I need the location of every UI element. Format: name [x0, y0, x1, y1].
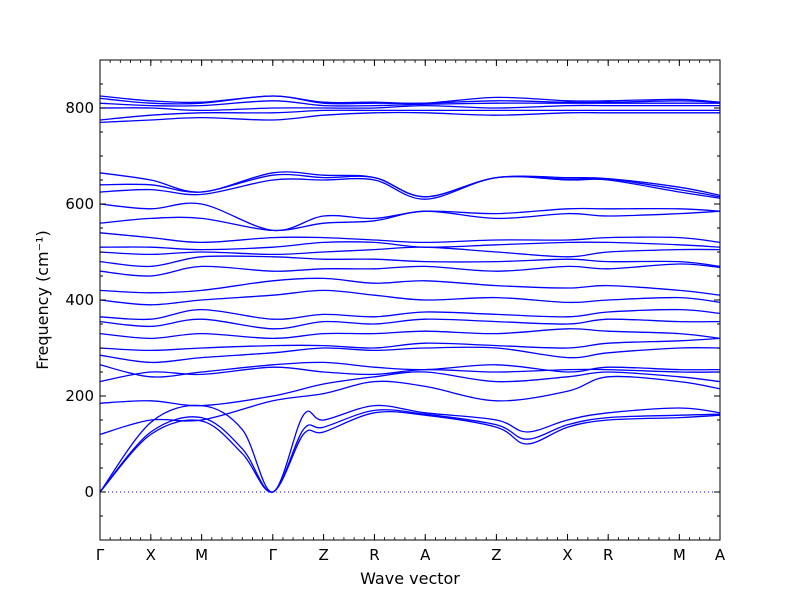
- band-line-24: [99, 171, 721, 198]
- x-tick-label-3: Γ: [269, 546, 278, 564]
- band-line-30: [99, 95, 721, 105]
- band-line-12: [99, 308, 721, 321]
- y-tick-label-200: 200: [65, 387, 94, 405]
- band-line-7: [99, 361, 721, 378]
- x-tick-label-1: X: [146, 546, 156, 564]
- band-line-28: [99, 100, 720, 107]
- band-line-6: [99, 366, 721, 383]
- y-axis-label: Frequency (cm⁻¹): [33, 230, 52, 369]
- y-tick-label-600: 600: [65, 195, 94, 213]
- band-line-3: [99, 404, 721, 493]
- x-tick-label-4: Z: [318, 546, 328, 564]
- band-line-11: [99, 318, 721, 330]
- x-tick-label-5: R: [369, 546, 379, 564]
- band-line-1: [99, 411, 721, 493]
- x-tick-label-8: X: [562, 546, 572, 564]
- band-line-16: [99, 255, 721, 268]
- band-line-2: [99, 409, 721, 493]
- x-tick-label-7: Z: [491, 546, 501, 564]
- x-tick-label-10: M: [673, 546, 686, 564]
- x-tick-label-0: Γ: [96, 546, 105, 564]
- x-tick-label-6: A: [420, 546, 431, 564]
- band-line-15: [99, 263, 721, 277]
- band-line-26: [99, 109, 720, 121]
- y-tick-label-400: 400: [65, 291, 94, 309]
- band-line-18: [99, 241, 721, 251]
- band-line-27: [99, 104, 720, 112]
- band-line-21: [99, 202, 721, 232]
- x-tick-label-2: M: [195, 546, 208, 564]
- band-line-22: [99, 175, 721, 200]
- band-line-13: [99, 289, 721, 306]
- band-line-8: [99, 346, 721, 364]
- band-line-5: [99, 371, 721, 407]
- x-tick-label-9: R: [603, 546, 613, 564]
- y-tick-label-0: 0: [84, 483, 94, 501]
- band-line-9: [99, 337, 721, 352]
- band-line-14: [99, 277, 721, 296]
- band-line-10: [99, 328, 721, 340]
- x-tick-label-11: A: [715, 546, 726, 564]
- band-line-19: [99, 232, 721, 244]
- y-tick-label-800: 800: [65, 99, 94, 117]
- band-line-25: [99, 111, 720, 124]
- x-axis-label: Wave vector: [360, 569, 460, 588]
- band-line-17: [99, 246, 721, 258]
- band-line-4: [99, 375, 721, 436]
